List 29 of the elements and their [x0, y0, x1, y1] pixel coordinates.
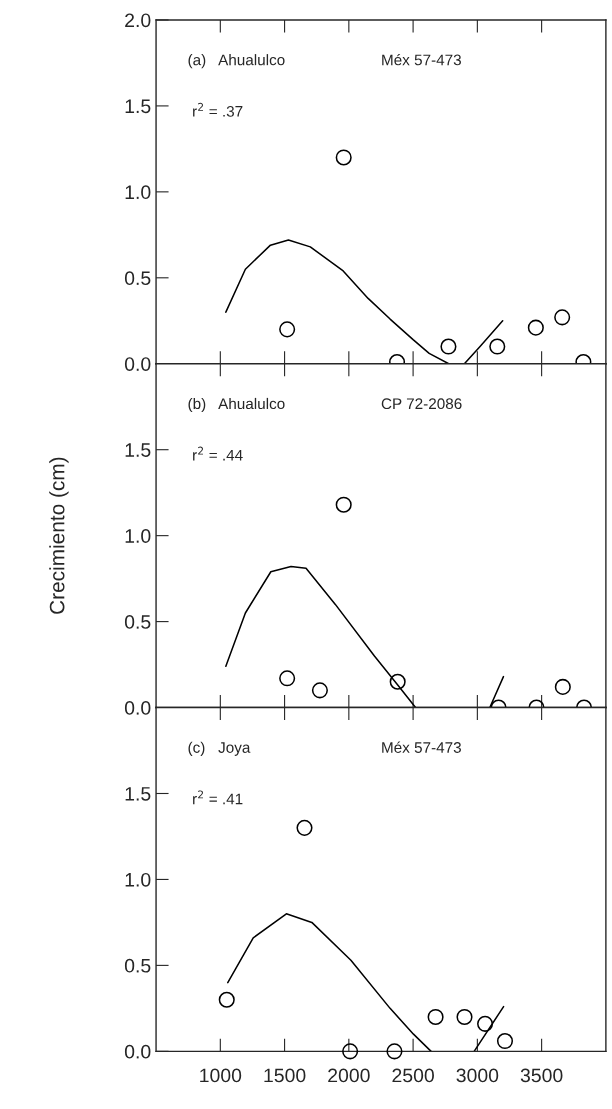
- annotation: (b) Ahualulco: [188, 397, 285, 413]
- y-tick-label: 0.5: [124, 615, 151, 629]
- y-tick-label: 0.0: [124, 357, 151, 371]
- y-tick-label: 1.5: [125, 443, 151, 457]
- y-tick-label: 0.5: [124, 958, 151, 973]
- x-tick-label: 2500: [392, 1068, 434, 1083]
- x-tick-label: 1500: [264, 1068, 306, 1083]
- y-tick-label: 1.0: [125, 185, 151, 200]
- y-tick-label: 1.5: [125, 787, 151, 801]
- annotation: r$^{2}$ = .44: [193, 446, 243, 461]
- y-tick-label: 1.0: [125, 872, 151, 887]
- y-tick-label: 0.0: [124, 701, 151, 715]
- y-tick-label: 1.0: [125, 529, 151, 543]
- x-tick-label: 3500: [520, 1068, 563, 1083]
- y-tick-label: 1.5: [125, 99, 151, 114]
- annotation: Méx 57-473: [382, 53, 461, 66]
- y-tick-label: 2.0: [125, 13, 151, 28]
- x-tick-label: 3000: [456, 1068, 499, 1083]
- y-tick-label: 0.0: [124, 1044, 151, 1059]
- annotation: r$^{2}$ = .37: [193, 102, 243, 117]
- x-tick-label: 2000: [328, 1068, 370, 1083]
- annotation: Méx 57-473: [382, 741, 461, 753]
- y-tick-label: 0.5: [124, 271, 151, 286]
- annotation: (c) Joya: [188, 741, 251, 756]
- annotation: r$^{2}$ = .41: [193, 790, 243, 805]
- annotation: CP 72-2086: [381, 398, 462, 410]
- y-axis-title: Crecimiento (cm): [49, 457, 69, 614]
- annotation: (a) Ahualulco: [188, 54, 285, 69]
- x-tick-label: 1000: [200, 1068, 242, 1083]
